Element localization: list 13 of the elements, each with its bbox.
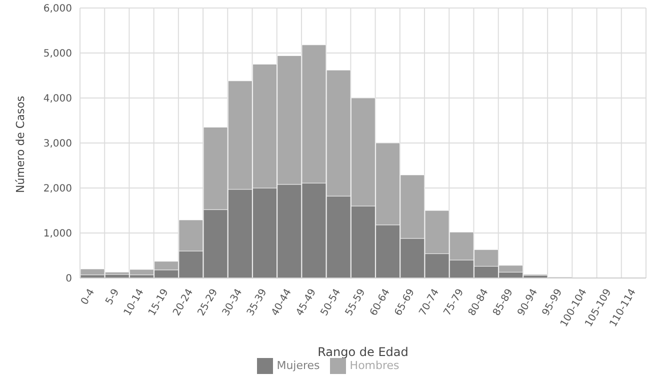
y-tick-label: 3,000 xyxy=(43,138,72,150)
legend-label: Hombres xyxy=(350,359,400,372)
y-tick-label: 1,000 xyxy=(43,228,72,240)
y-tick-label: 0 xyxy=(66,274,72,285)
y-axis-title: Número de Casos xyxy=(14,96,27,193)
y-tick-label: 4,000 xyxy=(43,94,72,105)
y-tick-label: 6,000 xyxy=(43,4,72,15)
x-tick-label: 0-4 xyxy=(79,287,98,307)
x-tick-label: 5-9 xyxy=(104,287,122,307)
y-tick-label: 2,000 xyxy=(43,184,72,195)
y-tick-label: 5,000 xyxy=(43,48,72,60)
legend-label: Mujeres xyxy=(276,359,320,372)
x-axis-title: Rango de Edad xyxy=(318,345,408,359)
